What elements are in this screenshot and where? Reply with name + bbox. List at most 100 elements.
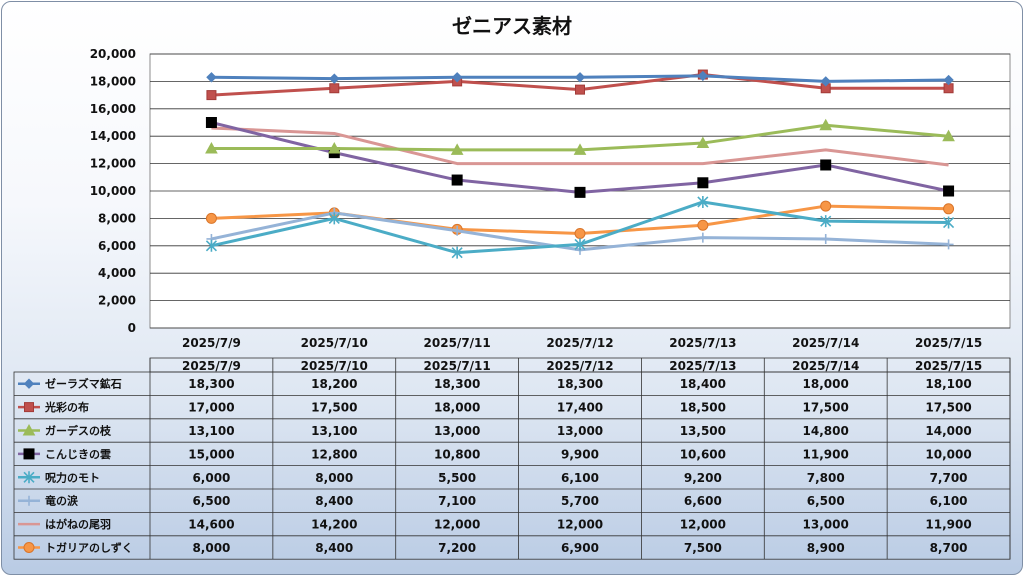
table-cell: 17,500 <box>803 401 849 415</box>
data-point <box>329 83 340 94</box>
table-cell: 17,000 <box>188 401 234 415</box>
table-cell: 13,100 <box>188 424 234 438</box>
table-cell: 18,300 <box>434 377 480 391</box>
data-point <box>451 246 463 259</box>
y-tick-label: 12,000 <box>90 157 136 171</box>
table-cell: 18,100 <box>925 377 971 391</box>
data-point <box>574 186 586 198</box>
table-header-label: 2025/7/10 <box>301 359 368 373</box>
table-row: こんじきの雲 15,000 12,800 10,800 9,900 10,600 11,90… <box>18 447 972 461</box>
legend-label: 光彩の布 <box>44 400 89 414</box>
x-tick-label: 2025/7/14 <box>792 336 859 350</box>
legend-label: 竜の涙 <box>45 494 78 508</box>
data-point <box>451 72 463 83</box>
data-point <box>24 495 34 506</box>
data-point <box>820 76 831 87</box>
data-point <box>205 212 217 224</box>
table-cell: 17,500 <box>925 401 971 415</box>
table-cell: 14,600 <box>188 518 234 532</box>
legend-label: ガーデスの枝 <box>45 424 112 438</box>
table-row: 呪力のモト 6,000 8,000 5,500 6,100 9,200 7,800 7,700 <box>18 470 968 485</box>
table-cell: 6,100 <box>930 494 968 508</box>
data-point <box>696 136 710 149</box>
data-point <box>328 212 340 225</box>
data-table: 2025/7/9 2025/7/10 2025/7/11 2025/7/12 2025/… <box>13 357 1011 560</box>
series-ゼーラズマ鉱石 <box>206 70 954 87</box>
table-header-label: 2025/7/11 <box>424 359 491 373</box>
y-tick-label: 2,000 <box>98 294 136 308</box>
series-呪力のモト <box>205 195 955 259</box>
table-cell: 8,400 <box>315 494 353 508</box>
table-cell: 8,700 <box>930 541 968 555</box>
data-point <box>24 402 34 413</box>
data-point <box>820 233 831 244</box>
table-cell: 14,200 <box>311 518 357 532</box>
table-header-label: 2025/7/14 <box>792 359 859 373</box>
table-cell: 13,000 <box>557 424 603 438</box>
y-tick-label: 20,000 <box>90 47 136 61</box>
series-はがねの尾羽 <box>211 126 949 167</box>
data-point <box>23 448 35 460</box>
table-cell: 9,900 <box>561 447 599 461</box>
table-cell: 7,800 <box>807 471 845 485</box>
table-row: 竜の涙 6,500 8,400 7,100 5,700 6,600 6,500 6,100 <box>18 494 968 508</box>
table-header-label: 2025/7/9 <box>182 359 241 373</box>
table-row: ガーデスの枝 13,100 13,100 13,000 13,000 13,500 14,8… <box>18 424 972 438</box>
data-point <box>23 471 35 484</box>
data-point <box>573 143 587 155</box>
data-point <box>23 378 35 389</box>
table-cell: 8,000 <box>192 541 230 555</box>
table-cell: 10,000 <box>925 447 971 461</box>
x-tick-label: 2025/7/10 <box>301 336 368 350</box>
table-cell: 11,900 <box>803 447 849 461</box>
table-header-label: 2025/7/12 <box>546 359 613 373</box>
table-cell: 18,500 <box>680 401 726 415</box>
data-point <box>697 177 709 189</box>
legend-label: トガリアのしずく <box>45 541 133 555</box>
table-cell: 7,500 <box>684 541 722 555</box>
data-point <box>943 239 954 250</box>
y-tick-label: 4,000 <box>98 266 136 280</box>
table-cell: 8,900 <box>807 541 845 555</box>
y-tick-label: 10,000 <box>90 184 136 198</box>
table-cell: 17,400 <box>557 401 603 415</box>
data-point <box>452 225 463 236</box>
table-cell: 9,200 <box>684 471 722 485</box>
y-tick-label: 14,000 <box>90 129 136 143</box>
data-point <box>23 542 35 553</box>
data-point <box>574 238 586 251</box>
table-cell: 18,000 <box>434 401 480 415</box>
data-point <box>697 70 709 82</box>
data-point <box>574 227 586 239</box>
table-cell: 18,400 <box>680 377 726 391</box>
data-point <box>943 216 955 229</box>
data-point <box>327 141 341 154</box>
table-cell: 7,200 <box>438 541 476 555</box>
data-point <box>451 174 463 186</box>
data-point <box>697 219 709 231</box>
data-point <box>820 200 832 212</box>
data-point <box>943 185 955 197</box>
data-point <box>820 215 832 228</box>
y-tick-label: 8,000 <box>98 211 136 225</box>
data-point <box>205 117 217 128</box>
legend-label: ゼーラズマ鉱石 <box>45 377 122 391</box>
table-cell: 14,000 <box>925 424 971 438</box>
table-row: トガリアのしずく 8,000 8,400 7,200 6,900 7,500 8,900 8,… <box>18 541 968 555</box>
table-cell: 12,000 <box>434 518 480 532</box>
data-point <box>820 159 832 171</box>
table-cell: 8,400 <box>315 541 353 555</box>
table-cell: 6,900 <box>561 541 599 555</box>
table-cell: 10,600 <box>680 447 726 461</box>
data-point <box>943 74 954 86</box>
table-cell: 15,000 <box>188 447 234 461</box>
data-point <box>205 141 218 154</box>
data-point <box>206 90 217 101</box>
table-cell: 13,500 <box>680 424 726 438</box>
table-cell: 13,100 <box>311 424 357 438</box>
table-row: ゼーラズマ鉱石 18,300 18,200 18,300 18,300 18,400 18,… <box>18 377 972 391</box>
table-cell: 12,000 <box>557 518 603 532</box>
table-cell: 5,500 <box>438 471 476 485</box>
table-cell: 7,100 <box>438 494 476 508</box>
data-point <box>574 72 586 83</box>
